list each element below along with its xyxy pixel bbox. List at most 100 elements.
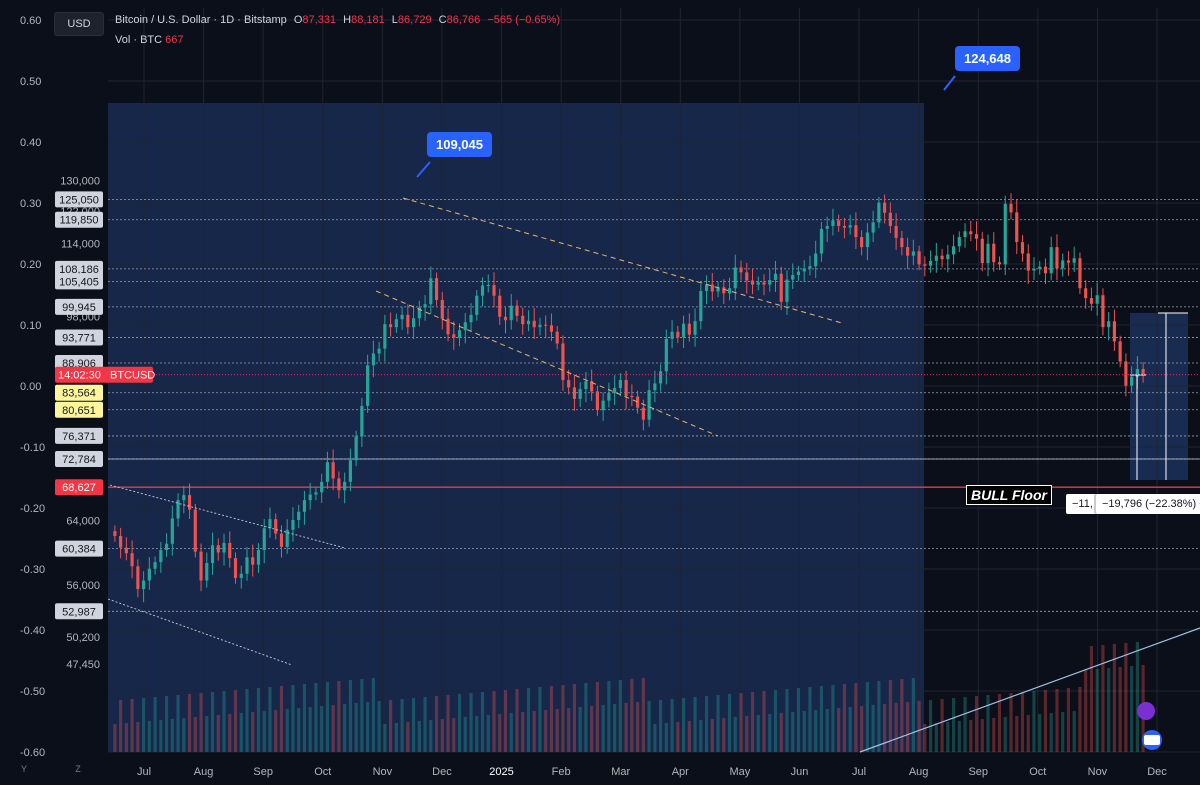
bull-floor-label[interactable]: BULL Floor — [966, 485, 1052, 505]
price-label-box — [55, 451, 103, 468]
candle-body — [825, 225, 829, 229]
volume-bar — [1135, 642, 1139, 752]
candle-body — [693, 321, 697, 335]
candle-body — [584, 381, 588, 390]
volume-bar — [170, 719, 174, 752]
ratio-tick-label: 0.30 — [20, 198, 41, 210]
volume-bar — [199, 693, 203, 752]
volume-bar — [802, 711, 806, 752]
price-label-box — [55, 191, 103, 208]
trendline-2024-upper[interactable] — [109, 484, 346, 549]
volume-bar — [664, 723, 668, 752]
volume-bar — [366, 702, 370, 752]
candle-body — [291, 519, 295, 530]
volume-bar — [1107, 668, 1111, 752]
volume-bar — [262, 711, 266, 752]
candle-body — [492, 285, 496, 296]
volume-bar — [595, 682, 599, 752]
measure-label-b[interactable]: −19,796 (−22.38%) − — [1096, 494, 1200, 514]
candle-body — [228, 542, 232, 559]
candle-body — [279, 533, 284, 547]
candle-body — [446, 318, 450, 335]
candle-body — [929, 260, 933, 266]
callout-high-124648[interactable]: 124,648 — [955, 46, 1020, 71]
candle-body — [222, 542, 226, 553]
volume-bar — [722, 718, 726, 752]
x-tick-label: Apr — [672, 766, 689, 778]
volume-bar — [704, 696, 709, 752]
candle-body — [251, 557, 255, 565]
candle-body — [538, 324, 542, 328]
candle-body — [888, 212, 892, 226]
candle-body — [1089, 298, 1094, 304]
candle-body — [963, 231, 967, 238]
volume-bar — [1066, 688, 1071, 752]
candle-body — [756, 282, 760, 285]
volume-bar — [389, 700, 393, 752]
volume-bar — [785, 689, 789, 752]
volume-bar — [951, 698, 956, 752]
candle-body — [974, 234, 979, 239]
countdown-box — [55, 366, 153, 383]
volume-bar — [1084, 670, 1088, 752]
candle-body — [607, 393, 611, 401]
volume-bar — [1112, 644, 1116, 752]
volume-bar — [429, 720, 433, 752]
log-scale-button[interactable]: Y — [20, 764, 27, 774]
shaded-range-box[interactable] — [108, 103, 924, 752]
trendline-upper[interactable] — [402, 197, 843, 324]
candle-body — [366, 365, 370, 406]
volume-bar — [348, 680, 352, 752]
currency-button[interactable]: USD — [54, 12, 104, 36]
candle-body — [837, 220, 841, 226]
x-tick-label: Sep — [253, 766, 273, 778]
price-label-text: 60,384 — [62, 544, 96, 556]
candle-body — [762, 282, 766, 285]
volume-bar — [239, 713, 243, 752]
volume-bar — [636, 702, 640, 752]
x-tick-label: Dec — [432, 766, 452, 778]
volume-bar — [681, 698, 686, 752]
trendline-lower[interactable] — [375, 290, 719, 437]
volume-bar — [434, 696, 439, 752]
candle-body — [503, 316, 508, 321]
volume-bar — [613, 704, 617, 752]
candle-body — [343, 481, 347, 491]
candle-body — [814, 253, 818, 267]
volume-bar — [515, 689, 519, 752]
volume-bar — [653, 724, 657, 752]
candle-body — [808, 266, 812, 269]
price-label-text: 119,850 — [60, 215, 99, 227]
volume-bar — [888, 680, 892, 752]
zoom-button[interactable]: Z — [75, 764, 81, 774]
candle-body — [210, 545, 215, 563]
candle-body — [877, 202, 881, 223]
measure-label-a[interactable]: −11, — [1066, 494, 1099, 514]
volume-bar — [842, 684, 846, 752]
candle-body — [314, 492, 318, 495]
ai-assistant-icon[interactable] — [1137, 702, 1155, 720]
volume-bar — [601, 705, 605, 752]
volume-bar — [302, 684, 307, 752]
candle-body — [750, 280, 755, 285]
candle-body — [957, 237, 961, 247]
volume-bar — [279, 686, 284, 752]
volume-bar — [251, 712, 255, 752]
callout-high-109045[interactable]: 109,045 — [427, 132, 492, 157]
price-label-text: 125,050 — [59, 194, 99, 206]
candle-body — [429, 278, 433, 305]
volume-bar — [693, 697, 697, 752]
volume-bar — [997, 694, 1002, 752]
volume-bar — [911, 678, 915, 752]
volume-bar — [245, 689, 249, 752]
long-term-support-line[interactable] — [859, 627, 1200, 753]
price-tick-label: 56,000 — [66, 580, 100, 592]
candle-body — [613, 387, 617, 394]
trendline-2024-lower[interactable] — [107, 598, 293, 666]
symbol-title[interactable]: Bitcoin / U.S. Dollar · 1D · Bitstamp — [115, 14, 287, 26]
volume-bar — [412, 698, 416, 752]
volume-bar — [733, 717, 737, 752]
high-label: H — [343, 14, 352, 26]
